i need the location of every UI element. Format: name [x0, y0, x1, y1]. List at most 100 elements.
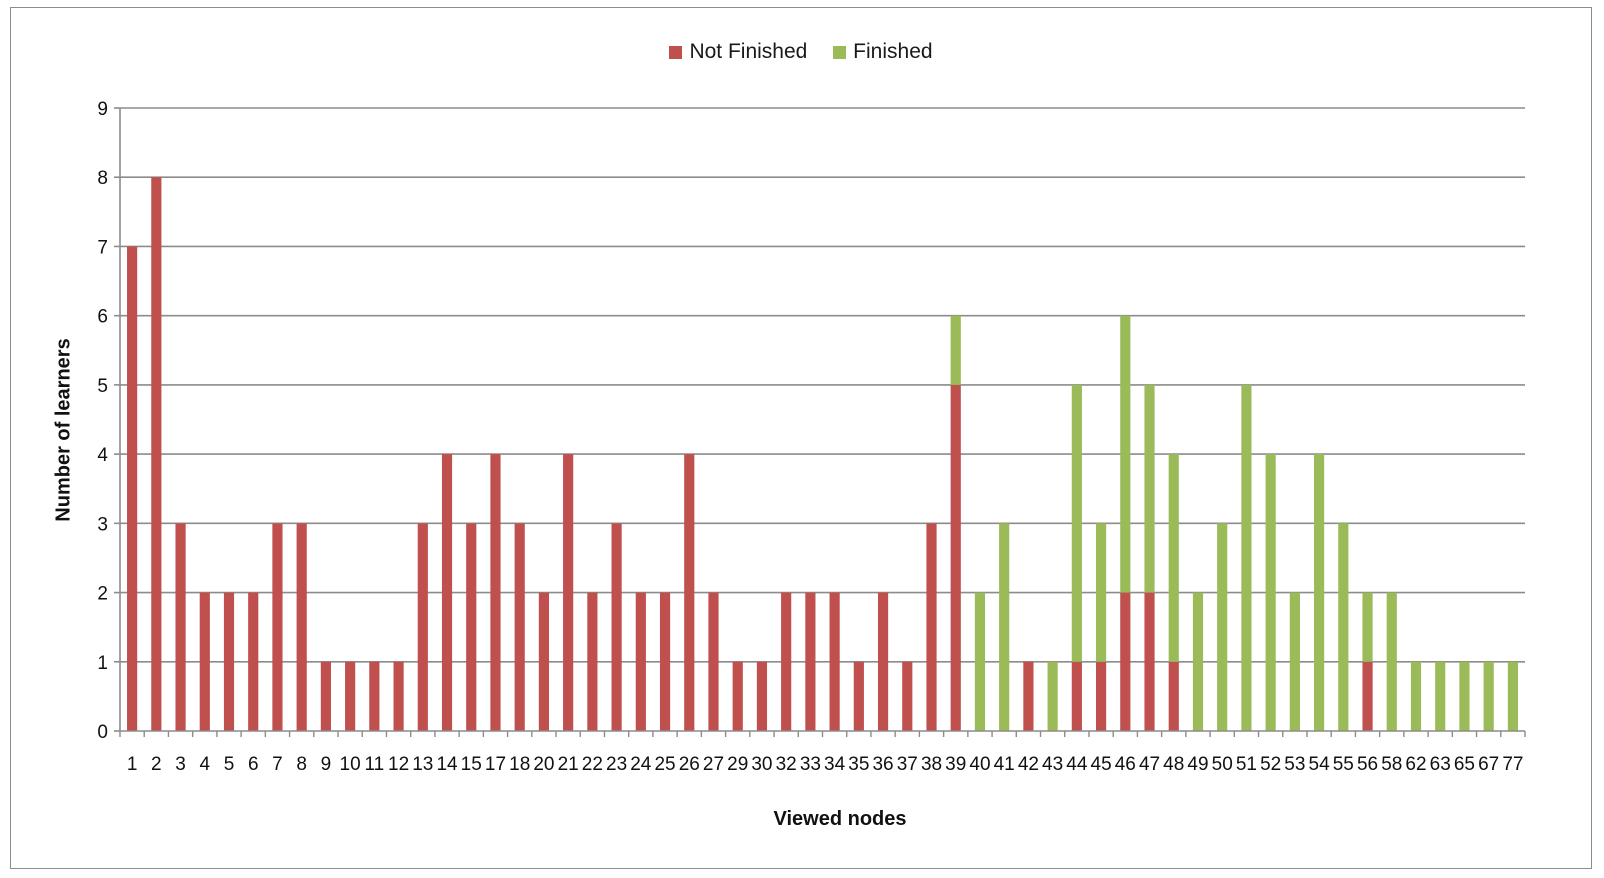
x-tick-label: 47 [1139, 754, 1160, 775]
x-tick-label: 27 [703, 754, 724, 775]
bar-finished [1265, 454, 1276, 731]
bar-not-finished [151, 177, 162, 731]
y-tick-label: 6 [97, 307, 108, 328]
x-tick-label: 21 [558, 754, 579, 775]
y-tick-label: 2 [97, 584, 108, 605]
bar-not-finished [538, 592, 550, 731]
bar-finished [1217, 523, 1228, 731]
bar-not-finished [417, 523, 428, 731]
legend-item-not-finished: Not Finished [669, 40, 807, 64]
x-tick-label: 33 [800, 754, 821, 775]
bar-not-finished [1120, 592, 1131, 731]
x-tick-label: 53 [1284, 754, 1305, 775]
bar-not-finished [296, 523, 307, 731]
x-tick-label: 54 [1309, 754, 1331, 775]
bar-not-finished [1023, 661, 1034, 731]
x-tick-label: 44 [1066, 754, 1088, 775]
x-tick-label: 24 [630, 754, 652, 775]
x-tick-label: 7 [272, 754, 283, 775]
bar-finished [1483, 661, 1494, 731]
bar-not-finished [345, 661, 356, 731]
x-tick-label: 6 [248, 754, 259, 775]
bar-not-finished [708, 592, 719, 731]
bar-not-finished [635, 592, 646, 731]
bar-finished [1192, 592, 1204, 731]
y-tick-label: 3 [97, 514, 108, 535]
x-tick-label: 29 [727, 754, 748, 775]
bar-not-finished [684, 454, 695, 731]
x-tick-label: 38 [921, 754, 942, 775]
x-tick-label: 4 [199, 754, 210, 775]
bar-not-finished [926, 523, 937, 731]
x-tick-label: 34 [824, 754, 846, 775]
y-tick-label: 8 [97, 168, 108, 189]
x-tick-label: 32 [776, 754, 797, 775]
x-tick-label: 40 [969, 754, 990, 775]
x-tick-label: 65 [1454, 754, 1475, 775]
bar-finished [974, 592, 986, 731]
bar-not-finished [829, 592, 840, 731]
bar-finished [1386, 592, 1397, 731]
x-tick-label: 42 [1018, 754, 1039, 775]
bar-not-finished [441, 454, 453, 731]
bar-not-finished [950, 384, 961, 731]
bar-not-finished [877, 592, 889, 731]
x-tick-label: 26 [679, 754, 700, 775]
bar-not-finished [272, 523, 283, 731]
x-tick-label: 56 [1357, 754, 1378, 775]
bar-finished [1338, 523, 1349, 731]
x-tick-label: 14 [436, 754, 458, 775]
bar-finished [1507, 661, 1518, 731]
bar-not-finished [248, 592, 259, 731]
bar-not-finished [1144, 592, 1155, 731]
bar-not-finished [563, 454, 574, 731]
y-tick-label: 1 [97, 653, 108, 674]
y-tick-label: 7 [97, 237, 108, 258]
bar-not-finished [732, 661, 743, 731]
bar-finished [950, 315, 961, 385]
bar-not-finished [853, 661, 864, 731]
bar-not-finished [1168, 661, 1179, 731]
x-tick-label: 58 [1381, 754, 1402, 775]
x-tick-label: 18 [509, 754, 530, 775]
x-tick-label: 15 [461, 754, 482, 775]
x-tick-label: 36 [872, 754, 893, 775]
x-tick-label: 37 [897, 754, 918, 775]
x-tick-label: 52 [1260, 754, 1281, 775]
bar-finished [1459, 661, 1470, 731]
bar-not-finished [756, 661, 768, 731]
x-tick-label: 9 [321, 754, 332, 775]
bar-not-finished [805, 592, 816, 731]
x-tick-label: 25 [654, 754, 675, 775]
x-tick-label: 11 [364, 754, 384, 775]
bar-not-finished [199, 592, 210, 731]
x-tick-label: 5 [224, 754, 235, 775]
x-tick-label: 10 [340, 754, 361, 775]
bar-not-finished [393, 661, 404, 731]
x-tick-label: 12 [388, 754, 409, 775]
bar-not-finished [223, 592, 235, 731]
x-tick-label: 41 [994, 754, 1015, 775]
bar-finished [1289, 592, 1300, 731]
bar-not-finished [902, 661, 913, 731]
x-tick-label: 1 [127, 754, 138, 775]
x-tick-label: 3 [175, 754, 186, 775]
bar-finished [999, 523, 1010, 731]
bar-not-finished [490, 454, 501, 731]
legend-swatch-not-finished [669, 45, 683, 59]
x-tick-label: 17 [485, 754, 506, 775]
x-tick-label: 45 [1091, 754, 1112, 775]
bar-not-finished [1362, 661, 1373, 731]
bar-not-finished [127, 246, 138, 731]
bar-not-finished [175, 523, 186, 731]
bar-finished [1435, 661, 1446, 731]
x-tick-label: 50 [1212, 754, 1233, 775]
y-tick-label: 5 [97, 376, 108, 397]
x-tick-label: 48 [1163, 754, 1184, 775]
x-tick-label: 49 [1187, 754, 1208, 775]
bar-finished [1241, 384, 1252, 731]
bar-finished [1071, 384, 1082, 662]
bar-finished [1168, 454, 1179, 662]
bar-finished [1410, 661, 1422, 731]
